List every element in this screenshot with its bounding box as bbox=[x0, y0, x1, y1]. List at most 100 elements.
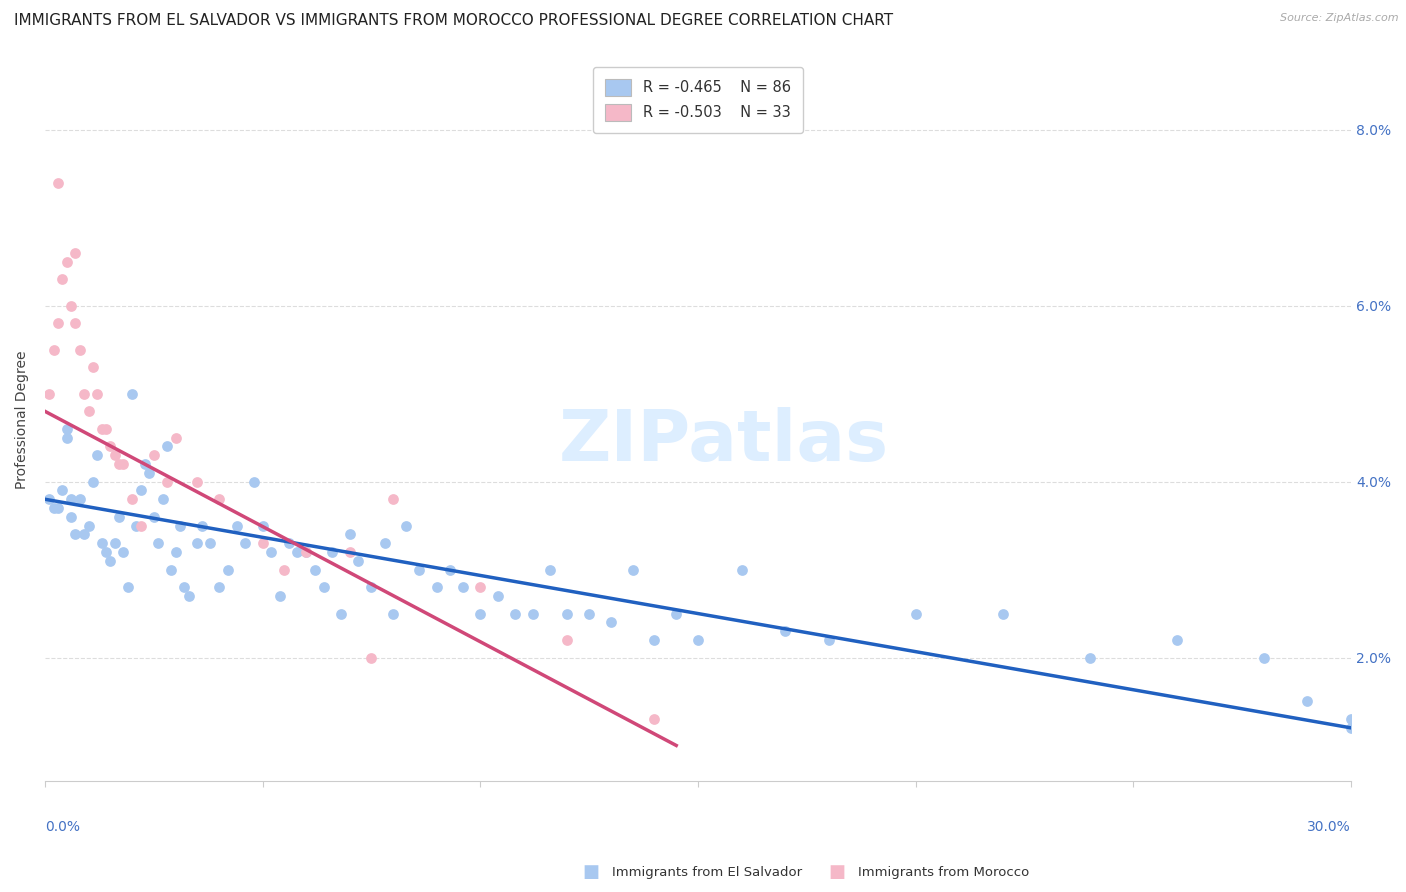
Point bbox=[503, 607, 526, 621]
Point bbox=[77, 404, 100, 418]
Point bbox=[86, 386, 108, 401]
Point bbox=[42, 343, 65, 357]
Point bbox=[117, 580, 139, 594]
Point bbox=[177, 589, 200, 603]
Point bbox=[51, 483, 73, 498]
Point bbox=[1253, 650, 1275, 665]
Point bbox=[817, 632, 839, 647]
Point bbox=[104, 536, 127, 550]
Point bbox=[295, 545, 318, 559]
Point bbox=[295, 545, 318, 559]
Point bbox=[557, 607, 579, 621]
Point bbox=[90, 422, 112, 436]
Point bbox=[94, 545, 117, 559]
Point bbox=[60, 492, 83, 507]
Point bbox=[347, 554, 370, 568]
Point bbox=[730, 563, 752, 577]
Point bbox=[98, 554, 121, 568]
Point bbox=[138, 466, 160, 480]
Text: ■: ■ bbox=[582, 863, 599, 881]
Point bbox=[470, 580, 492, 594]
Point bbox=[304, 563, 326, 577]
Point bbox=[69, 492, 91, 507]
Point bbox=[538, 563, 561, 577]
Text: ■: ■ bbox=[828, 863, 845, 881]
Point bbox=[90, 536, 112, 550]
Point bbox=[395, 518, 418, 533]
Point bbox=[339, 545, 361, 559]
Y-axis label: Professional Degree: Professional Degree bbox=[15, 351, 30, 490]
Point bbox=[186, 475, 208, 489]
Point bbox=[312, 580, 335, 594]
Point bbox=[991, 607, 1014, 621]
Point bbox=[321, 545, 343, 559]
Point bbox=[273, 563, 295, 577]
Point bbox=[904, 607, 927, 621]
Point bbox=[208, 580, 231, 594]
Point bbox=[156, 475, 179, 489]
Point bbox=[451, 580, 474, 594]
Point bbox=[486, 589, 509, 603]
Text: Immigrants from Morocco: Immigrants from Morocco bbox=[858, 866, 1029, 879]
Point bbox=[55, 431, 77, 445]
Point bbox=[1296, 694, 1319, 708]
Point bbox=[382, 492, 405, 507]
Point bbox=[82, 475, 104, 489]
Point bbox=[360, 650, 382, 665]
Point bbox=[108, 509, 131, 524]
Point bbox=[208, 492, 231, 507]
Point bbox=[73, 527, 96, 541]
Point bbox=[1340, 712, 1362, 726]
Text: ZIPatlas: ZIPatlas bbox=[560, 408, 889, 476]
Point bbox=[557, 632, 579, 647]
Point bbox=[60, 509, 83, 524]
Point bbox=[125, 518, 148, 533]
Point bbox=[243, 475, 266, 489]
Legend: R = -0.465    N = 86, R = -0.503    N = 33: R = -0.465 N = 86, R = -0.503 N = 33 bbox=[593, 67, 803, 133]
Point bbox=[160, 563, 183, 577]
Point bbox=[86, 448, 108, 462]
Point bbox=[42, 501, 65, 516]
Point bbox=[142, 509, 165, 524]
Point bbox=[165, 545, 187, 559]
Text: Immigrants from El Salvador: Immigrants from El Salvador bbox=[612, 866, 801, 879]
Point bbox=[142, 448, 165, 462]
Point bbox=[382, 607, 405, 621]
Point bbox=[773, 624, 796, 639]
Point bbox=[156, 440, 179, 454]
Point bbox=[73, 386, 96, 401]
Point bbox=[643, 632, 665, 647]
Point bbox=[65, 246, 87, 260]
Point bbox=[260, 545, 283, 559]
Point bbox=[152, 492, 174, 507]
Point bbox=[252, 536, 274, 550]
Point bbox=[470, 607, 492, 621]
Text: IMMIGRANTS FROM EL SALVADOR VS IMMIGRANTS FROM MOROCCO PROFESSIONAL DEGREE CORRE: IMMIGRANTS FROM EL SALVADOR VS IMMIGRANT… bbox=[14, 13, 893, 29]
Point bbox=[408, 563, 430, 577]
Point bbox=[69, 343, 91, 357]
Point bbox=[360, 580, 382, 594]
Text: 30.0%: 30.0% bbox=[1308, 821, 1351, 834]
Point bbox=[522, 607, 544, 621]
Point bbox=[82, 360, 104, 375]
Point bbox=[112, 457, 135, 471]
Point bbox=[38, 492, 60, 507]
Point bbox=[51, 272, 73, 286]
Point bbox=[108, 457, 131, 471]
Point bbox=[46, 317, 69, 331]
Point bbox=[38, 386, 60, 401]
Point bbox=[600, 615, 623, 630]
Point bbox=[643, 712, 665, 726]
Point bbox=[252, 518, 274, 533]
Point bbox=[287, 545, 309, 559]
Point bbox=[121, 386, 143, 401]
Point bbox=[77, 518, 100, 533]
Point bbox=[60, 299, 83, 313]
Point bbox=[98, 440, 121, 454]
Point bbox=[439, 563, 461, 577]
Point bbox=[112, 545, 135, 559]
Point bbox=[190, 518, 212, 533]
Point bbox=[146, 536, 169, 550]
Point bbox=[233, 536, 256, 550]
Point bbox=[1340, 721, 1362, 735]
